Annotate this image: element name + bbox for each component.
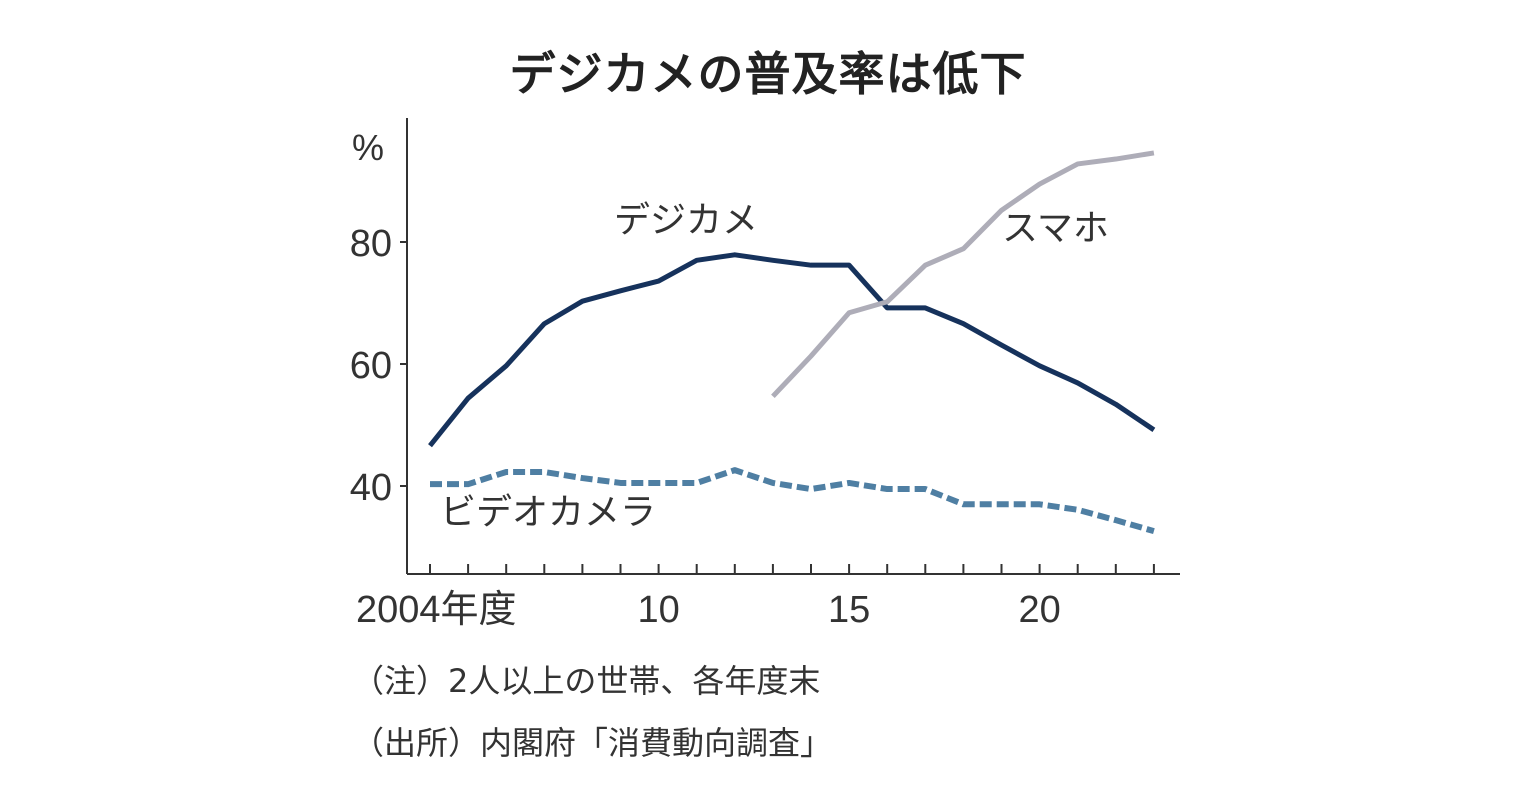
- chart-title: デジカメの普及率は低下: [509, 47, 1027, 101]
- x-tick-label: 2004年度: [356, 589, 517, 631]
- y-tick-label: 60: [350, 345, 392, 387]
- series-label: デジカメ: [614, 200, 758, 241]
- chart-source: （出所）内閣府「消費動向調査」: [352, 724, 833, 762]
- series-line-2: [430, 467, 1155, 535]
- y-tick-label: 80: [350, 223, 392, 265]
- y-axis-unit: %: [352, 127, 384, 168]
- x-tick-label: 10: [637, 589, 679, 631]
- series-label: ビデオカメラ: [440, 492, 656, 533]
- x-tick-label: 15: [828, 589, 870, 631]
- series-label: スマホ: [1002, 208, 1109, 249]
- series-line-0: [428, 252, 1156, 448]
- x-tick-label: 20: [1018, 589, 1060, 631]
- chart-note: （注）2人以上の世帯、各年度末: [352, 662, 821, 700]
- y-tick-label: 40: [350, 467, 392, 509]
- series-line-1: [771, 150, 1155, 399]
